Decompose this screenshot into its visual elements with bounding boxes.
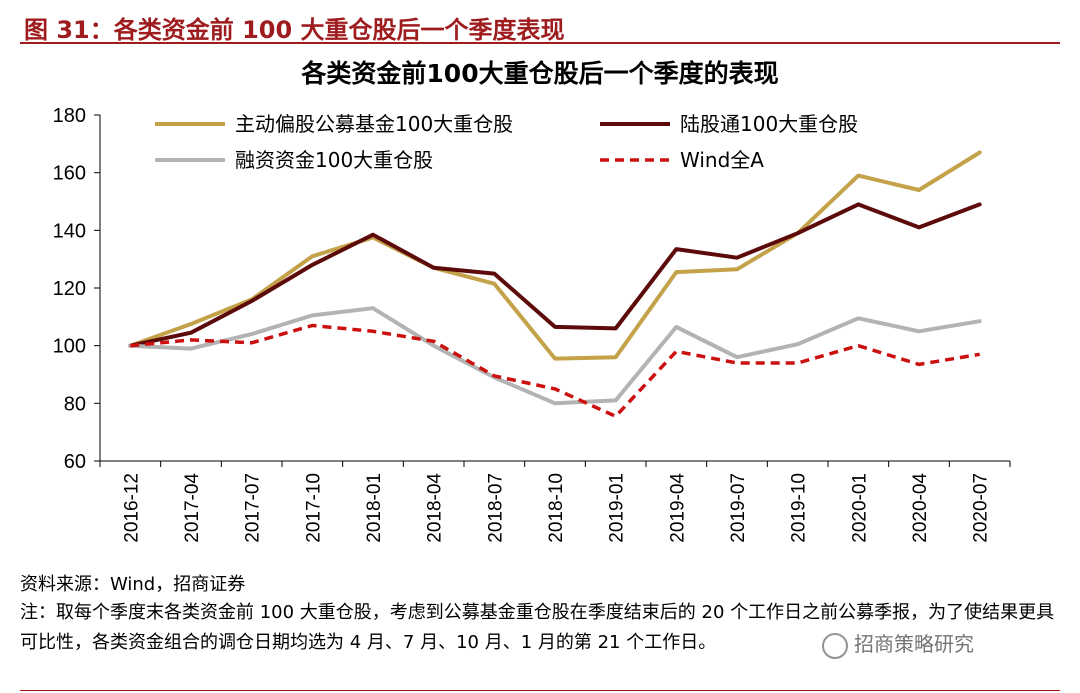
x-tick-label: 2019-10 <box>789 473 810 543</box>
legend-label: 融资资金100大重仓股 <box>235 148 433 172</box>
figure-title: 图 31：各类资金前 100 大重仓股后一个季度表现 <box>24 16 565 44</box>
x-tick-label: 2016-12 <box>121 473 142 543</box>
y-tick-label: 80 <box>64 393 86 415</box>
x-tick-label: 2017-04 <box>182 473 203 543</box>
x-tick-label: 2020-04 <box>910 473 931 543</box>
chart-title: 各类资金前100大重仓股后一个季度的表现 <box>300 59 778 88</box>
series-line <box>128 202 982 348</box>
line-chart: 各类资金前100大重仓股后一个季度的表现 60 80 100 120 140 160 180 2… <box>53 59 1011 543</box>
x-tick-label: 2018-10 <box>546 473 567 543</box>
x-tick-label: 2017-07 <box>243 473 264 543</box>
legend-label: 陆股通100大重仓股 <box>680 112 858 136</box>
x-tick-label: 2018-07 <box>485 473 506 543</box>
x-tick-label: 2019-01 <box>607 473 628 543</box>
y-tick-label: 100 <box>53 336 86 358</box>
x-tick-label: 2019-07 <box>728 473 749 543</box>
x-tick-label: 2018-04 <box>425 473 446 543</box>
note-text: 注：取每个季度末各类资金前 100 大重仓股，考虑到公募基金重仓股在季度结束后的… <box>20 602 1055 653</box>
x-tick-label: 2020-07 <box>971 473 992 543</box>
legend-label: 主动偏股公募基金100大重仓股 <box>235 112 513 136</box>
bottom-rule <box>20 690 1060 691</box>
y-tick-label: 120 <box>53 278 86 300</box>
x-tick-label: 2019-04 <box>667 473 688 543</box>
x-tick-label: 2020-01 <box>849 473 870 543</box>
source-text: 资料来源：Wind，招商证券 <box>20 574 246 595</box>
y-tick-label: 60 <box>64 451 86 473</box>
y-tick-label: 140 <box>53 220 86 242</box>
x-tick-label: 2017-10 <box>303 473 324 543</box>
watermark-label: 招商策略研究 <box>854 632 974 656</box>
watermark: 招商策略研究 <box>822 628 974 659</box>
legend-label: Wind全A <box>680 148 764 172</box>
x-tick-label: 2018-01 <box>364 473 385 543</box>
wechat-icon <box>822 632 848 659</box>
y-tick-label: 160 <box>53 163 86 185</box>
y-tick-label: 180 <box>53 105 86 127</box>
figure-header: 图 31：各类资金前 100 大重仓股后一个季度表现 <box>20 8 1060 44</box>
